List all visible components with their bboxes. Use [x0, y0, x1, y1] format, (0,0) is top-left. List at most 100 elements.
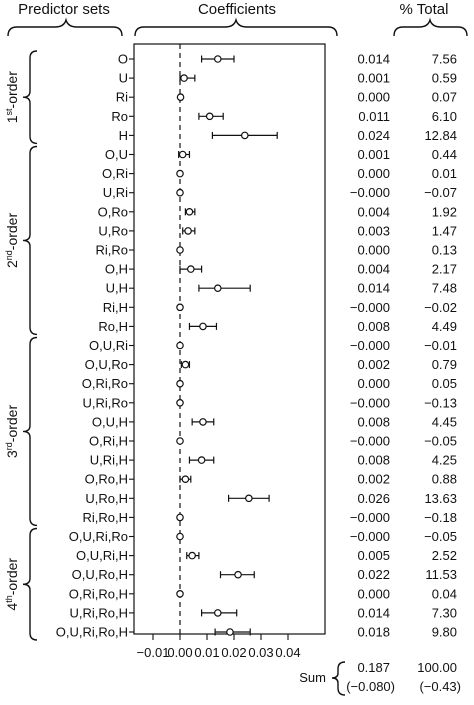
row-percent-total: 0.13 — [432, 243, 457, 258]
estimate-point — [176, 169, 184, 178]
row-coefficient-value: 0.003 — [357, 223, 390, 238]
row-label: U,Ro,H — [85, 491, 128, 506]
sum-brace — [331, 661, 346, 696]
row-coefficient-value: 0.026 — [357, 491, 390, 506]
estimate-point — [185, 208, 194, 216]
row-percent-total: 0.04 — [432, 586, 457, 601]
row-percent-total: −0.02 — [424, 300, 457, 315]
row-percent-total: 0.05 — [432, 376, 457, 391]
row-percent-total: 7.48 — [432, 281, 457, 296]
estimate-point — [214, 55, 222, 63]
header-brace-percent-total — [393, 17, 468, 37]
coefficient-row: O,U,Ri,H 0.005 2.52 — [76, 548, 457, 563]
row-label: U,Ro — [98, 223, 128, 238]
estimate-point — [184, 227, 192, 235]
coefficient-row: O,U,Ri −0.000 −0.01 — [89, 338, 457, 353]
row-percent-total: −0.07 — [424, 185, 457, 200]
order-group-number: 2 — [4, 260, 20, 268]
row-coefficient-value: 0.005 — [357, 548, 390, 563]
coefficient-row: O,U,Ri,Ro −0.000 −0.05 — [69, 529, 457, 544]
row-coefficient-value: 0.002 — [357, 357, 390, 372]
row-label: O,U,Ri,Ro,H — [56, 625, 128, 640]
row-coefficient-value: 0.000 — [357, 586, 390, 601]
row-coefficient-value: 0.014 — [357, 605, 390, 620]
row-label: O,H — [105, 262, 128, 277]
coefficient-row: H 0.024 12.84 — [119, 128, 457, 143]
order-group-brace — [22, 50, 38, 145]
coefficient-row: O,Ri,Ro 0.000 0.05 — [82, 376, 457, 391]
order-group-superscript: th — [4, 595, 14, 603]
estimate-point — [245, 494, 253, 503]
row-percent-total: 0.01 — [432, 166, 457, 181]
row-coefficient-value: 0.014 — [357, 52, 390, 67]
row-percent-total: −0.05 — [424, 434, 457, 449]
coefficient-row: U,Ri,H 0.008 4.25 — [90, 453, 457, 468]
row-percent-total: 4.25 — [432, 453, 457, 468]
row-coefficient-value: 0.000 — [357, 376, 390, 391]
row-percent-total: 4.49 — [432, 319, 457, 334]
coefficient-row: O 0.014 7.56 — [118, 52, 457, 67]
order-group-label: 2nd-order — [4, 213, 20, 268]
order-group-brace — [22, 145, 38, 336]
coefficient-row: U,Ri,Ro −0.000 −0.13 — [82, 395, 457, 410]
estimate-point — [181, 475, 190, 484]
plot-frame — [133, 43, 326, 635]
estimate-point — [176, 513, 184, 522]
row-label: O,U — [105, 147, 128, 162]
row-coefficient-value: −0.000 — [350, 338, 390, 353]
estimate-point — [176, 379, 184, 388]
coefficient-row: O,Ro 0.004 1.92 — [98, 204, 457, 219]
row-percent-total: 0.88 — [432, 472, 457, 487]
order-group: 4th-order — [4, 527, 38, 641]
coefficient-row: O,Ri 0.000 0.01 — [102, 166, 457, 181]
row-percent-total: 0.07 — [432, 90, 457, 105]
estimate-point — [187, 265, 195, 273]
row-label: U,Ri,Ro — [82, 395, 128, 410]
estimate-point — [176, 532, 184, 541]
header-predictor-sets: Predictor sets — [18, 1, 110, 18]
row-coefficient-value: 0.000 — [357, 90, 390, 105]
estimate-point — [176, 341, 184, 350]
row-coefficient-value: 0.024 — [357, 128, 390, 143]
sum-label: Sum — [299, 670, 326, 685]
x-axis: −0.010.00 0.01 0.02 0.03 0.04 — [137, 634, 301, 660]
coefficient-row: Ri,Ro 0.000 0.13 — [95, 243, 457, 258]
order-group-superscript: rd — [4, 442, 14, 450]
order-group-number: 1 — [4, 115, 20, 123]
row-coefficient-value: 0.004 — [357, 262, 390, 277]
estimate-point — [176, 93, 185, 102]
order-group-superscript: nd — [4, 250, 14, 260]
row-percent-total: 9.80 — [432, 625, 457, 640]
row-coefficient-value: 0.001 — [357, 71, 390, 86]
row-label: O,U,H — [92, 414, 128, 429]
order-group-number: 4 — [4, 603, 20, 611]
row-label: O,U,Ro,H — [72, 567, 128, 582]
row-percent-total: 7.30 — [432, 605, 457, 620]
row-percent-total: 0.44 — [432, 147, 457, 162]
order-group-label: 3rd-order — [4, 405, 20, 458]
x-tick-label: 0.02 — [221, 645, 246, 660]
coefficient-row: Ri 0.000 0.07 — [116, 90, 457, 105]
sum-percent: 100.00 — [417, 660, 457, 675]
estimate-point — [176, 303, 184, 312]
estimate-point — [176, 589, 184, 598]
x-tick-label: 0.03 — [248, 645, 273, 660]
row-label: Ro — [111, 109, 128, 124]
row-coefficient-value: −0.000 — [350, 395, 390, 410]
row-coefficient-value: −0.000 — [350, 300, 390, 315]
x-tick-label: 0.04 — [275, 645, 300, 660]
row-coefficient-value: 0.014 — [357, 281, 390, 296]
sum-coefficient-negative: (−0.080) — [346, 679, 395, 694]
x-tick-label: −0.01 — [137, 645, 170, 660]
row-label: O,Ri — [102, 166, 128, 181]
row-percent-total: 13.63 — [424, 491, 457, 506]
row-coefficient-value: 0.000 — [357, 166, 390, 181]
order-group-suffix: -order — [4, 558, 20, 596]
estimate-point — [241, 131, 249, 140]
row-coefficient-value: −0.000 — [350, 529, 390, 544]
row-percent-total: 2.52 — [432, 548, 457, 563]
row-label: U,Ri — [103, 185, 128, 200]
estimate-point — [234, 570, 242, 579]
order-group-number: 3 — [4, 450, 20, 458]
